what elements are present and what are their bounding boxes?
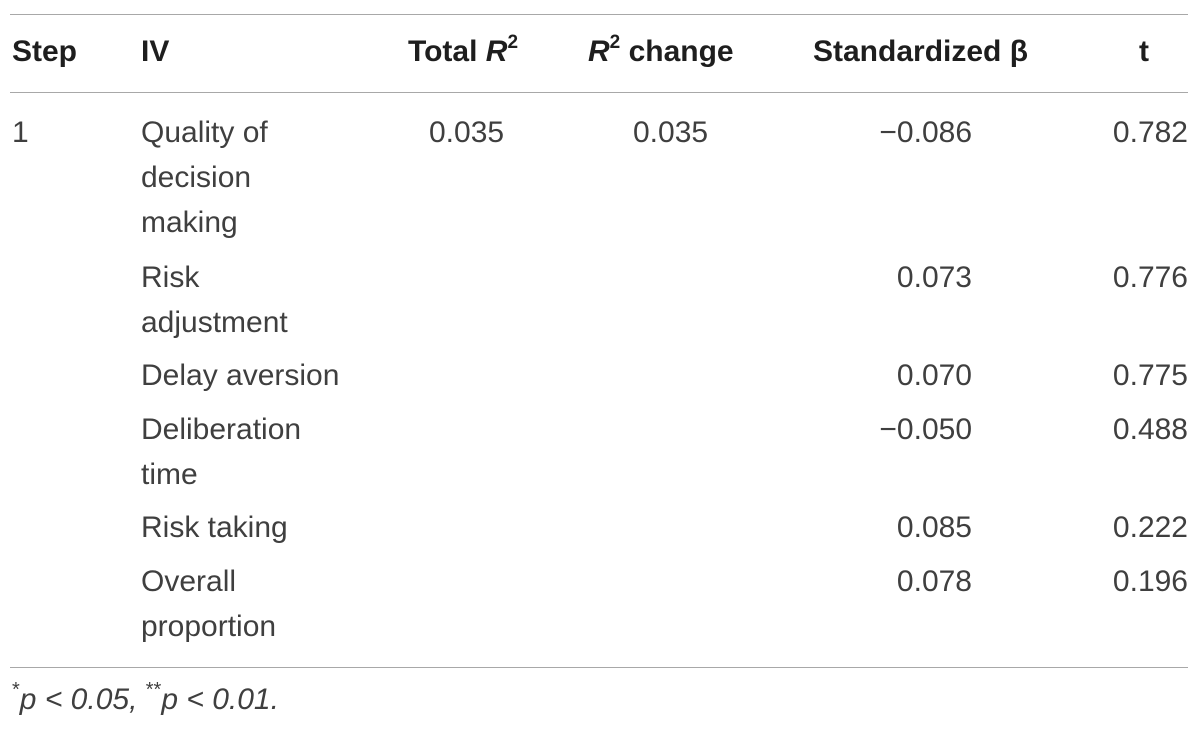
iv-line: proportion	[141, 610, 277, 643]
header-r2-change-symbol: R	[588, 35, 610, 68]
table-bottom-rule	[10, 667, 1188, 668]
table-header-rule	[10, 92, 1188, 93]
iv-cell: Quality of decision making	[141, 110, 268, 245]
header-step: Step	[12, 35, 78, 68]
t-value: 0.776	[1112, 261, 1188, 294]
footnote-condition-005: < 0.05,	[36, 683, 146, 716]
iv-line: Overall	[141, 565, 237, 598]
iv-cell: Risk taking	[141, 505, 288, 550]
r2-change-value: 0.035	[633, 116, 709, 149]
iv-line: Deliberation	[141, 413, 302, 446]
header-r2-change-exponent: 2	[609, 32, 621, 53]
header-total-r2-symbol: R	[485, 35, 508, 68]
header-total-r2-prefix: Total	[408, 35, 486, 68]
beta-value: 0.085	[896, 511, 972, 544]
t-value: 0.196	[1112, 565, 1188, 598]
total-r2-value: 0.035	[429, 116, 505, 149]
header-total-r2-exponent: 2	[507, 32, 519, 53]
iv-line: Risk taking	[141, 511, 288, 544]
header-total-r2: Total R2	[408, 32, 518, 72]
footnote-p-symbol: p	[161, 683, 178, 716]
t-value: 0.782	[1112, 116, 1188, 149]
iv-line: Quality of	[141, 116, 268, 149]
iv-line: time	[141, 458, 198, 491]
beta-value: 0.070	[896, 359, 972, 392]
iv-line: Delay aversion	[141, 359, 340, 392]
header-r2-change: R2 change	[588, 32, 734, 72]
iv-cell: Risk adjustment	[141, 255, 288, 345]
step-value: 1	[12, 116, 29, 149]
beta-value: −0.086	[879, 116, 972, 149]
footnote-condition-001: < 0.01.	[178, 683, 279, 716]
beta-value: 0.073	[896, 261, 972, 294]
iv-cell: Deliberation time	[141, 407, 301, 497]
iv-cell: Delay aversion	[141, 353, 339, 398]
beta-value: 0.078	[896, 565, 972, 598]
header-standardized-beta: Standardized β	[813, 35, 1029, 68]
t-value: 0.222	[1112, 511, 1188, 544]
footnote-star-single: *	[12, 679, 20, 701]
iv-cell: Overall proportion	[141, 559, 276, 649]
header-iv: IV	[141, 35, 170, 68]
t-value: 0.775	[1112, 359, 1188, 392]
header-r2-change-suffix: change	[620, 35, 734, 68]
footnote-star-double: **	[145, 679, 162, 701]
t-value: 0.488	[1112, 413, 1188, 446]
table-footnote: *p < 0.05, **p < 0.01.	[12, 680, 279, 720]
beta-value: −0.050	[879, 413, 972, 446]
footnote-p-symbol: p	[19, 683, 37, 716]
table-top-rule	[10, 14, 1188, 15]
header-t: t	[1139, 35, 1149, 68]
iv-line: Risk	[141, 261, 200, 294]
iv-line: adjustment	[141, 306, 288, 339]
iv-line: making	[141, 206, 238, 239]
iv-line: decision	[141, 161, 252, 194]
